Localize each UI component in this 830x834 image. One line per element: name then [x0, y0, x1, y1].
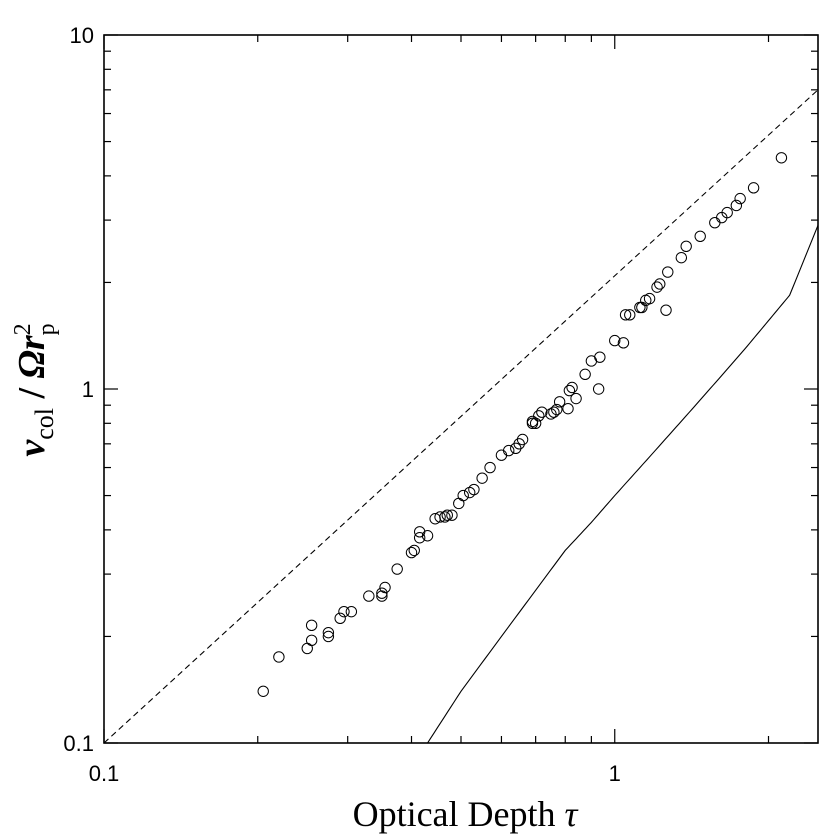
scatter-point	[446, 509, 458, 521]
scatter-point	[413, 532, 426, 544]
scatter-point	[457, 489, 469, 502]
scatter-point	[662, 266, 674, 278]
scatter-point	[709, 216, 721, 229]
scatter-point	[484, 461, 496, 474]
scatter-point	[441, 509, 453, 521]
scatter-point	[545, 408, 557, 420]
scatter-point	[434, 511, 446, 523]
y-tick-label: 1	[82, 377, 94, 402]
scatter-point	[257, 685, 269, 697]
scatter-point	[619, 309, 632, 321]
scatter-point	[694, 230, 706, 242]
scatter-point	[516, 433, 529, 446]
scatter-point	[363, 590, 375, 602]
scatter-point	[533, 410, 545, 422]
scatter-point	[675, 251, 688, 264]
scatter-point	[643, 292, 656, 305]
solid-model-curve	[427, 225, 818, 743]
scatter-point	[592, 383, 605, 395]
scatter-point	[301, 642, 313, 655]
scatter-point	[305, 634, 318, 647]
y-axis-title-omega: Ω	[11, 350, 53, 378]
scatter-point	[305, 619, 318, 632]
scatter-point	[660, 304, 672, 316]
scatter-point	[421, 530, 434, 542]
scatter-point	[617, 337, 630, 349]
scatter-point	[405, 546, 418, 559]
points-layer	[257, 152, 788, 697]
scatter-point	[529, 417, 542, 430]
scatter-point	[651, 281, 663, 293]
scatter-point	[570, 392, 582, 405]
scatter-point	[562, 402, 574, 415]
y-axis-title-nu-sub: col	[30, 408, 59, 440]
ticks-layer	[103, 34, 818, 744]
y-axis-title-nu: ν	[11, 439, 53, 457]
scatter-point	[548, 406, 560, 418]
scatter-point	[376, 587, 388, 599]
tick-labels-layer: 0.1 1 0.1 1 10	[63, 23, 620, 786]
scatter-point	[563, 384, 576, 397]
y-tick-label: 0.1	[63, 731, 94, 756]
scatter-point	[376, 590, 388, 602]
scatter-point	[734, 192, 746, 205]
scatter-point	[273, 651, 285, 663]
curves-layer	[104, 89, 818, 743]
scatter-point	[594, 351, 606, 363]
scatter-point	[730, 199, 743, 212]
scatter-point	[566, 381, 578, 394]
x-axis-title: Optical Depth τ	[353, 794, 579, 834]
scatter-point	[408, 544, 420, 557]
y-axis-title-r: r	[11, 334, 53, 350]
scatter-point	[747, 182, 760, 194]
scatter-point	[468, 483, 480, 496]
scatter-point	[636, 301, 648, 314]
y-axis-title-slash: /	[11, 378, 53, 408]
y-axis-title-r-sup: 2	[10, 323, 36, 335]
plot-frame	[103, 34, 819, 744]
scatter-point	[391, 563, 403, 575]
plot-clip-group	[104, 89, 818, 743]
y-tick-label: 10	[70, 23, 94, 48]
scatter-point	[476, 472, 488, 484]
scatter-point	[526, 415, 539, 428]
scatter-point	[721, 206, 733, 219]
scatter-point	[439, 511, 451, 523]
y-axis-title-r-sub: p	[34, 323, 60, 335]
scatter-point	[503, 444, 515, 457]
scatter-point	[680, 240, 692, 252]
scatter-point	[334, 612, 346, 625]
scatter-point	[536, 406, 548, 418]
scatter-point	[513, 438, 525, 450]
scatter-point	[345, 605, 358, 618]
scatter-point	[495, 449, 508, 461]
x-axis-title-text: Optical Depth	[353, 794, 556, 834]
scatter-point	[579, 368, 591, 381]
y-axis-title: νcol / Ωr2p	[10, 323, 60, 456]
scatter-point	[322, 630, 335, 643]
x-tick-label: 0.1	[89, 761, 120, 786]
scatter-point	[775, 152, 788, 164]
scatter-point	[609, 334, 621, 347]
scatter-point	[322, 626, 335, 639]
scatter-point	[453, 497, 465, 510]
scatter-point	[553, 396, 566, 408]
scatter-point	[654, 278, 666, 290]
scatter-point	[413, 526, 426, 538]
x-tick-label: 1	[609, 761, 621, 786]
scatter-point	[551, 403, 563, 416]
dashed-fit-line	[104, 89, 818, 743]
scatter-point	[338, 605, 350, 618]
x-axis-title-symbol: τ	[565, 794, 579, 834]
scatter-point	[379, 581, 391, 594]
scatter-point	[624, 309, 636, 321]
